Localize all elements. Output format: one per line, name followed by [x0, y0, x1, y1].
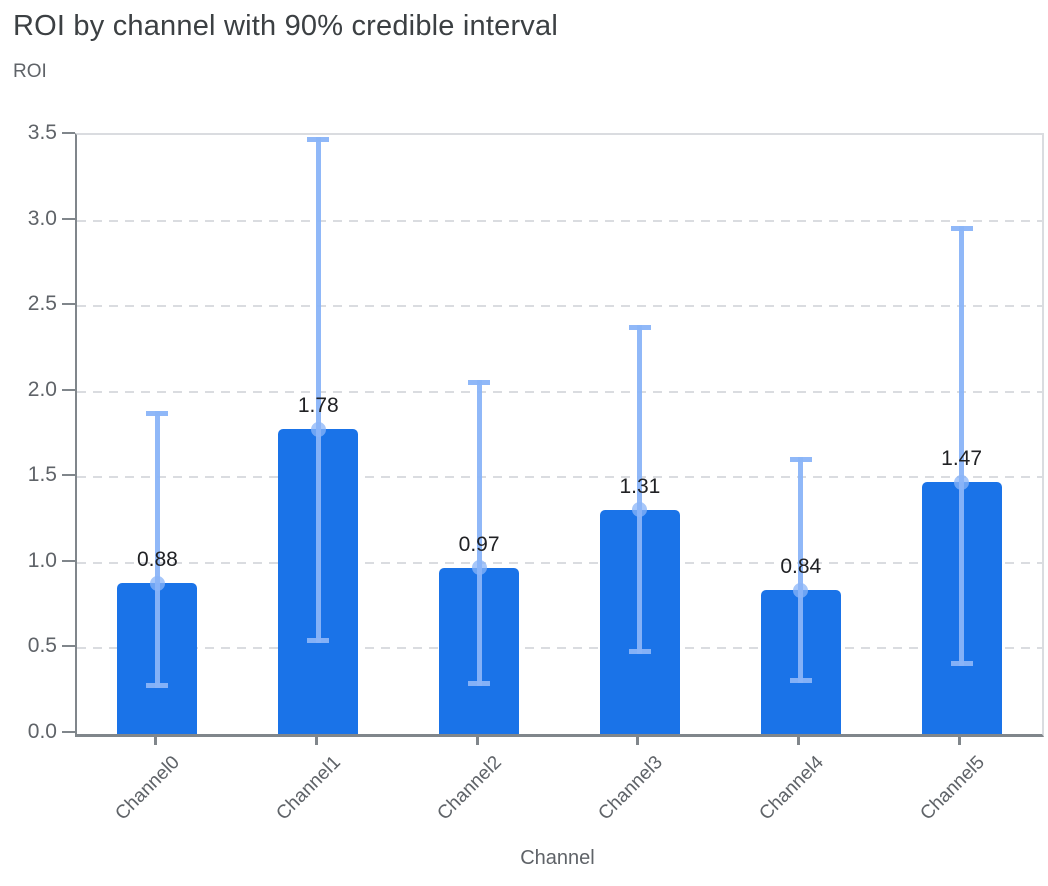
error-bar-cap-top [146, 410, 169, 416]
x-tick-mark [797, 735, 801, 745]
error-bar-cap-top [307, 136, 330, 142]
y-tick-label: 3.0 [27, 206, 57, 230]
y-tick-label: 2.5 [27, 292, 57, 316]
plot-area: 0.88 1.78 0.97 1.31 0.84 1.47 [75, 133, 1044, 737]
error-bar-line [637, 324, 643, 654]
error-bar-mean-dot [954, 474, 970, 490]
error-bar-mean-dot [149, 575, 165, 591]
x-tick-mark [153, 735, 157, 745]
y-tick-mark [62, 217, 75, 220]
error-bar-cap-bottom [307, 638, 330, 644]
y-tick-mark [62, 132, 75, 134]
error-bar-line [476, 379, 482, 687]
error-bar-cap-bottom [628, 648, 651, 654]
error-bar-mean-dot [793, 582, 809, 598]
error-bar-line [798, 456, 804, 683]
error-bar-line [959, 225, 965, 666]
chart-title: ROI by channel with 90% credible interva… [13, 10, 558, 42]
error-bar-mean-dot [310, 421, 326, 437]
y-tick-mark [62, 731, 75, 733]
y-tick-label: 3.5 [27, 121, 57, 144]
y-tick-label: 0.0 [27, 720, 57, 743]
x-tick-mark [475, 735, 479, 745]
x-tick-mark [314, 735, 318, 745]
y-gridline [77, 647, 1042, 650]
y-tick-label: 1.5 [27, 463, 57, 487]
bar-value-label: 1.47 [941, 447, 983, 471]
bar-value-label: 1.78 [297, 394, 339, 418]
y-tick-label: 1.0 [27, 548, 57, 572]
y-tick-mark [62, 645, 75, 648]
y-axis-label: ROI [13, 61, 47, 82]
error-bar-mean-dot [471, 560, 487, 576]
y-tick-mark [62, 474, 75, 477]
y-gridline [77, 305, 1042, 308]
error-bar-line [154, 410, 160, 688]
y-tick-label: 2.0 [27, 377, 57, 401]
y-tick-label: 0.5 [27, 634, 57, 658]
error-bar-cap-top [628, 324, 651, 330]
y-gridline [77, 219, 1042, 222]
bar-value-label: 0.88 [136, 548, 178, 572]
error-bar-cap-bottom [146, 682, 169, 688]
y-gridline [77, 561, 1042, 564]
x-tick-mark [958, 735, 962, 745]
error-bar-cap-bottom [789, 677, 812, 683]
error-bar-line [315, 136, 321, 644]
bar-value-label: 0.84 [780, 555, 822, 579]
error-bar-cap-bottom [468, 681, 491, 687]
error-bar-cap-bottom [950, 660, 973, 666]
bar-value-label: 0.97 [458, 532, 500, 556]
y-tick-mark [62, 303, 75, 306]
error-bar-mean-dot [632, 502, 648, 518]
y-tick-mark [62, 388, 75, 391]
y-gridline [77, 476, 1042, 479]
x-axis-title: Channel [520, 847, 595, 869]
bar-value-label: 1.31 [619, 474, 661, 498]
y-tick-mark [62, 559, 75, 562]
y-gridline [77, 390, 1042, 393]
error-bar-cap-top [789, 456, 812, 462]
error-bar-cap-top [950, 225, 973, 231]
error-bar-cap-top [468, 379, 491, 385]
x-tick-mark [636, 735, 640, 745]
